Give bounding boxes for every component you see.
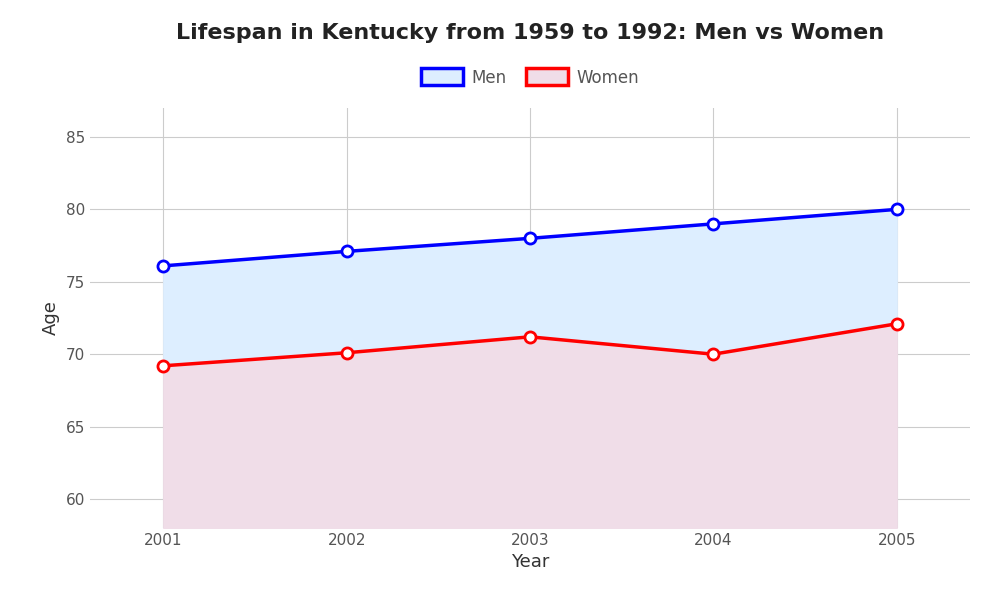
Legend: Men, Women: Men, Women — [414, 62, 646, 93]
Y-axis label: Age: Age — [42, 301, 60, 335]
X-axis label: Year: Year — [511, 553, 549, 571]
Title: Lifespan in Kentucky from 1959 to 1992: Men vs Women: Lifespan in Kentucky from 1959 to 1992: … — [176, 23, 884, 43]
